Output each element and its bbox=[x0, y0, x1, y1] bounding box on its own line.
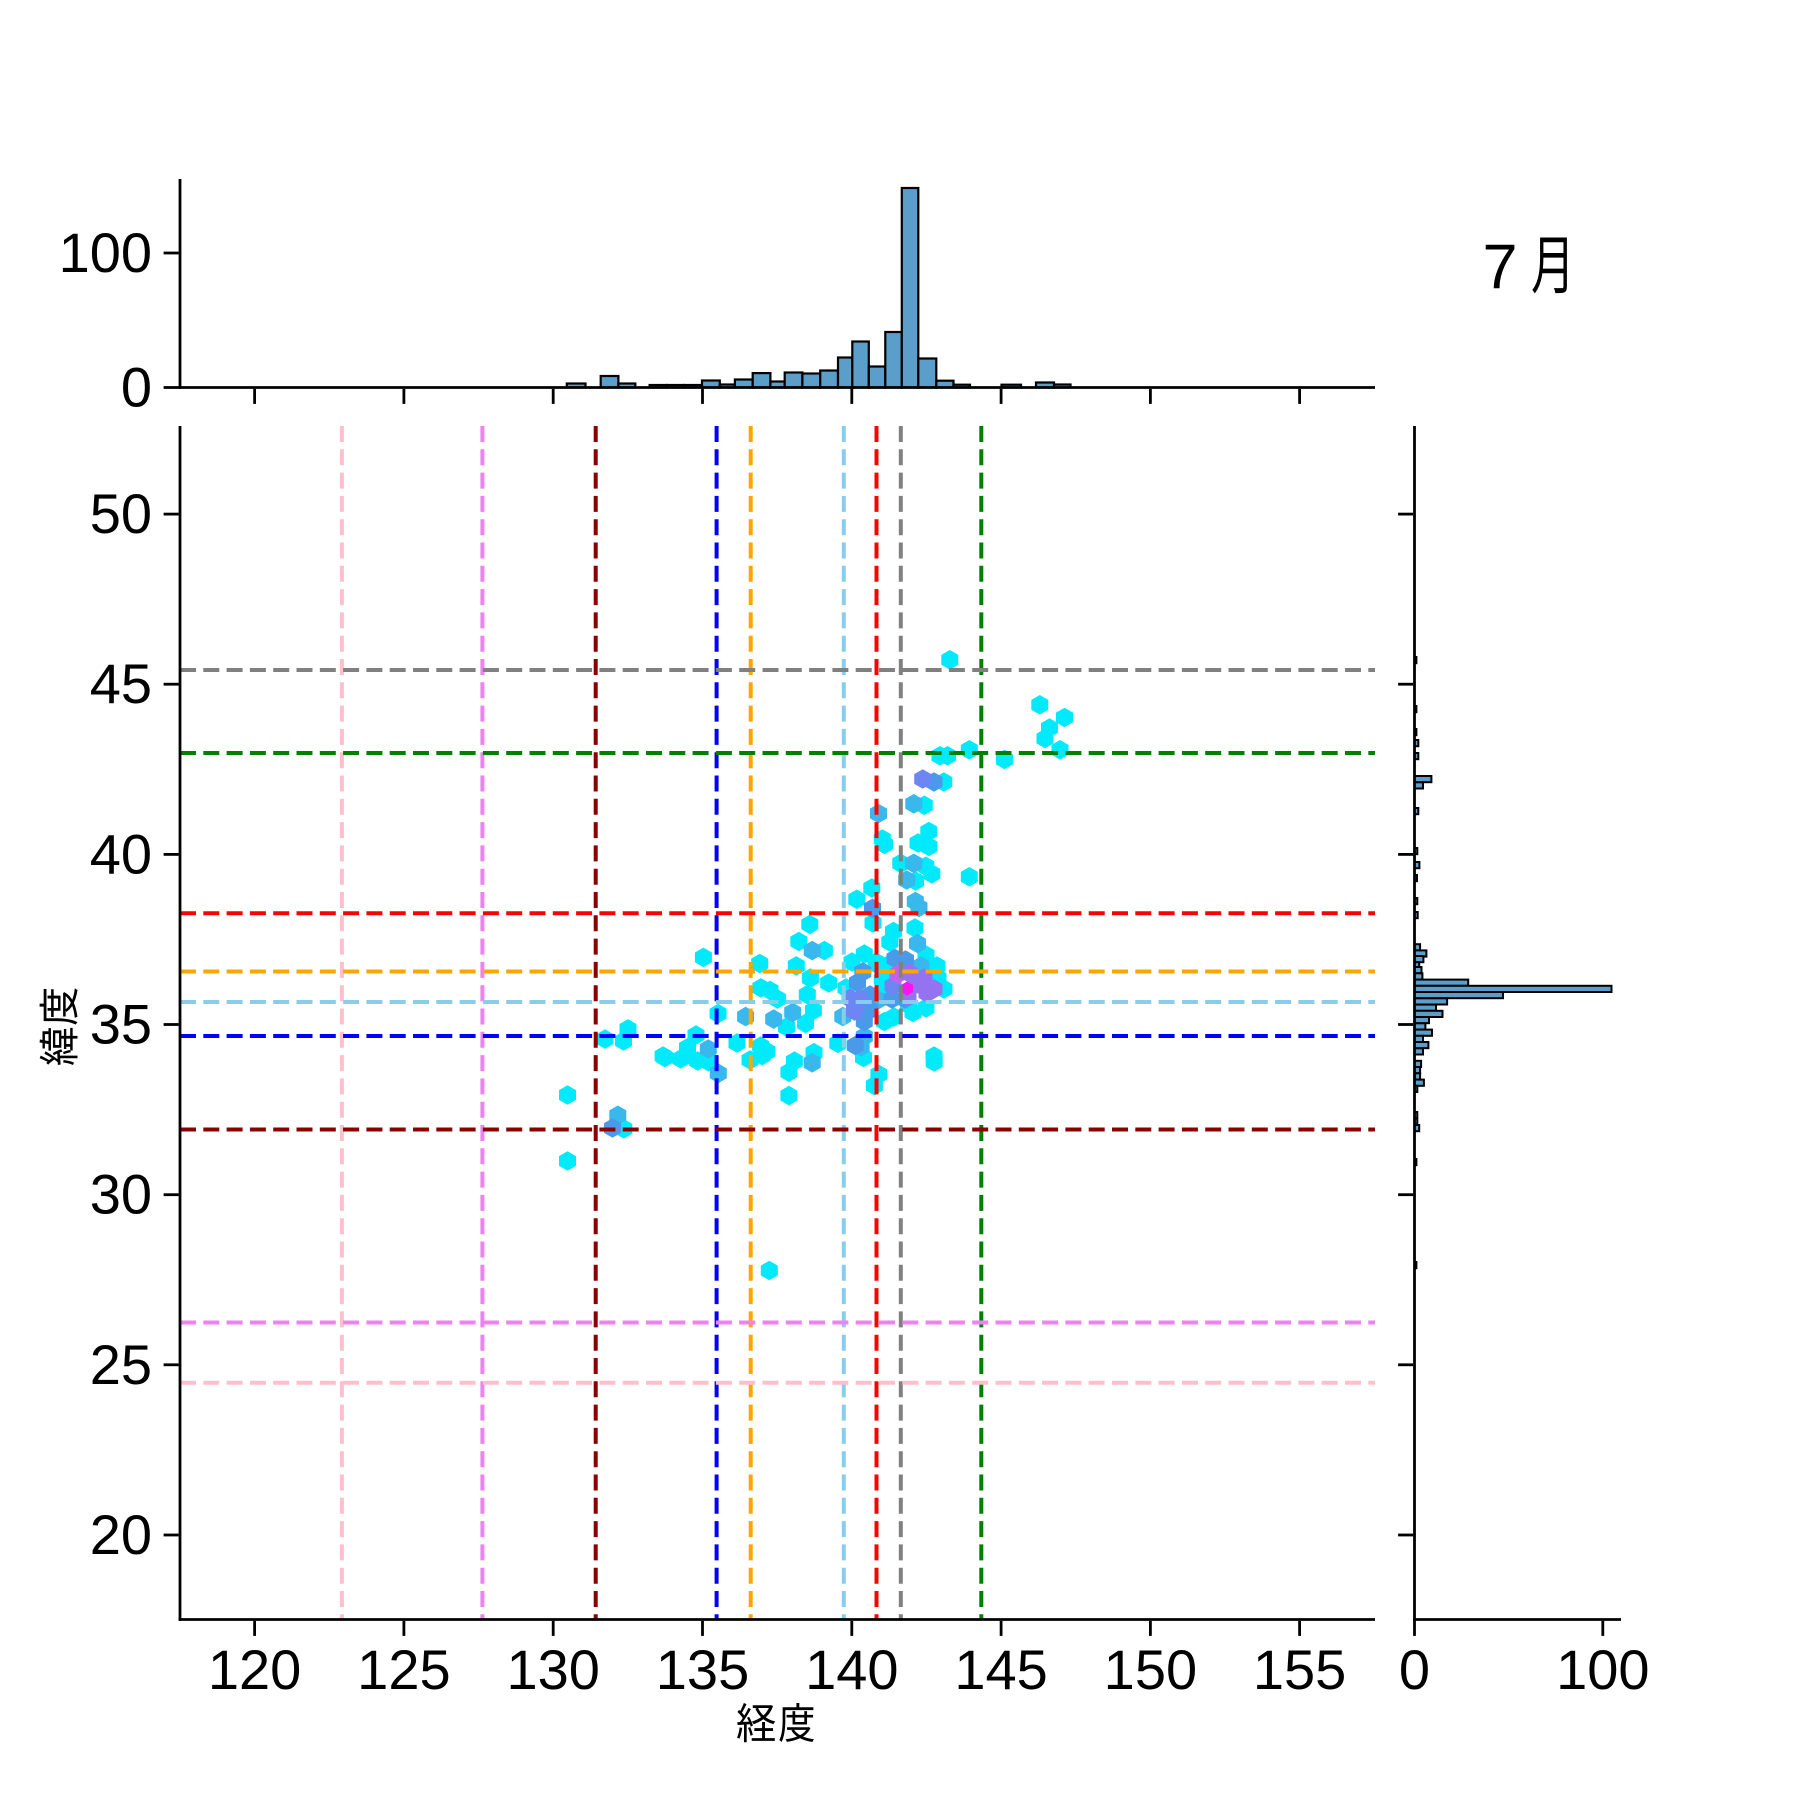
svg-text:155: 155 bbox=[1253, 1638, 1346, 1701]
svg-text:40: 40 bbox=[90, 822, 152, 885]
svg-text:25: 25 bbox=[90, 1333, 152, 1396]
svg-text:145: 145 bbox=[954, 1638, 1047, 1701]
svg-text:20: 20 bbox=[90, 1503, 152, 1566]
svg-text:0: 0 bbox=[1399, 1638, 1430, 1701]
svg-text:0: 0 bbox=[121, 356, 152, 419]
svg-text:50: 50 bbox=[90, 482, 152, 545]
svg-text:125: 125 bbox=[357, 1638, 450, 1701]
svg-text:100: 100 bbox=[1556, 1638, 1649, 1701]
svg-text:35: 35 bbox=[90, 993, 152, 1056]
svg-text:140: 140 bbox=[805, 1638, 898, 1701]
svg-text:150: 150 bbox=[1104, 1638, 1197, 1701]
svg-text:45: 45 bbox=[90, 652, 152, 715]
svg-text:100: 100 bbox=[59, 221, 152, 284]
svg-text:7: 7 bbox=[1482, 232, 1517, 302]
svg-text:135: 135 bbox=[656, 1638, 749, 1701]
svg-text:130: 130 bbox=[506, 1638, 599, 1701]
svg-text:120: 120 bbox=[208, 1638, 301, 1701]
svg-text:30: 30 bbox=[90, 1163, 152, 1226]
